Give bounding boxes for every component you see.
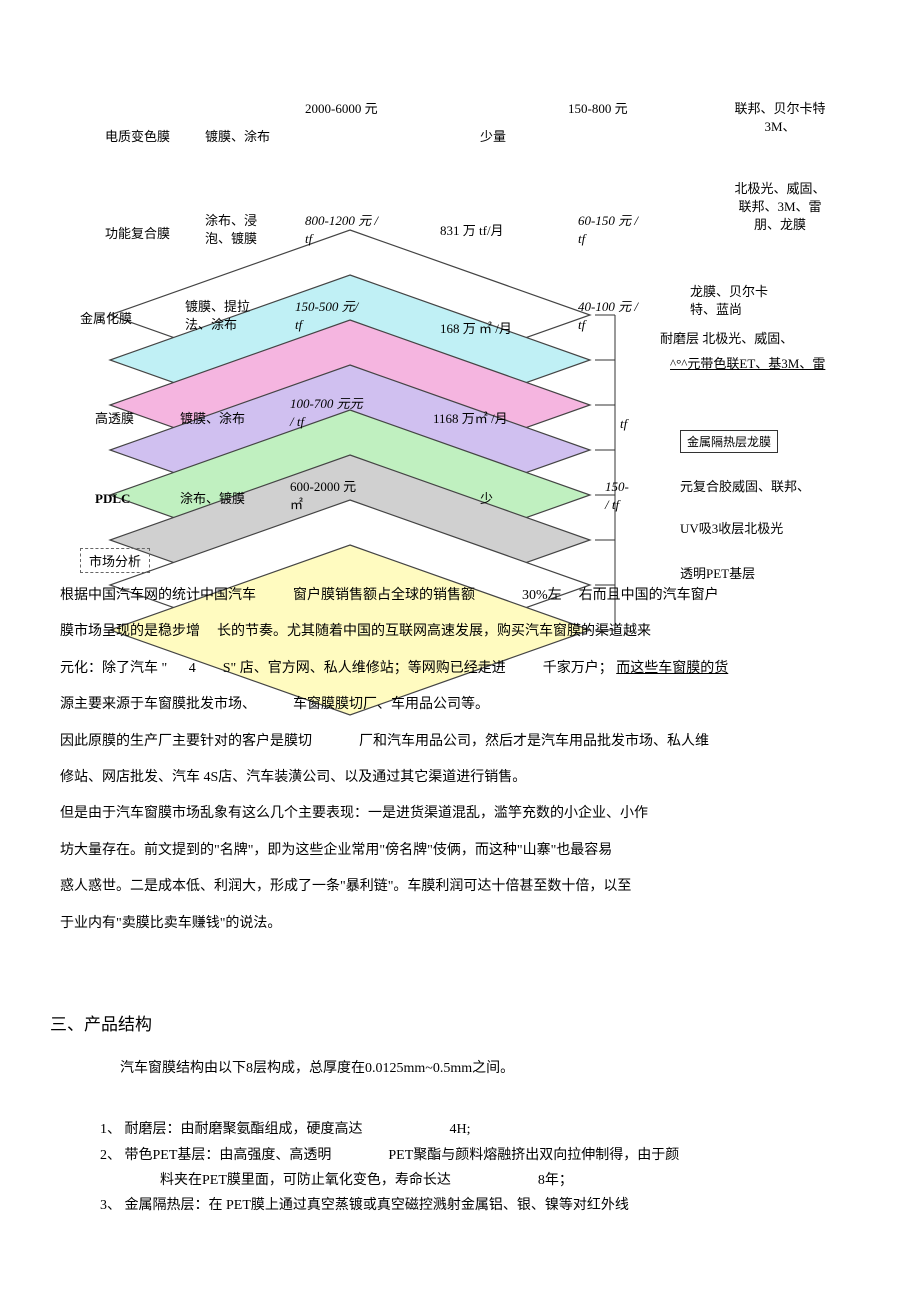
layer-label-1: 耐磨层 北极光、威固、 xyxy=(660,330,793,348)
body-para-1: 根据中国汽车网的统计中国汽车 窗户膜销售额占全球的销售额 30%左 右而且中国的… xyxy=(0,578,920,614)
row4-price2: tf xyxy=(620,415,627,433)
row2-brands: 北极光、威固、 联邦、3M、雷 朋、龙膜 xyxy=(690,180,870,235)
body-para-7: 但是由于汽车窗膜市场乱象有这么几个主要表现：一是进货渠道混乱，滥竽充数的小企业、… xyxy=(0,796,920,832)
body-para-3: 元化：除了汽车 " 4 S" 店、官方网、私人维修站；等网购已经走进 千家万户；… xyxy=(0,651,920,687)
body-p3e: 千家万户； xyxy=(543,661,613,676)
layer-label-4: 元复合胶威固、联邦、 xyxy=(680,478,810,496)
market-analysis-label: 市场分析 xyxy=(80,548,150,573)
row5-volume: 少 xyxy=(480,490,493,508)
row4-price1: 100-700 元元 / tf xyxy=(290,395,363,431)
section3-intro: 汽车窗膜结构由以下8层构成，总厚度在0.0125mm~0.5mm之间。 xyxy=(0,1051,920,1087)
layer-label-3-text: 金属隔热层龙膜 xyxy=(680,430,778,453)
body-para-8: 坊大量存在。前文提到的"名牌"，即为这些企业常用"傍名牌"伎俩，而这种"山寨"也… xyxy=(0,833,920,869)
row3-brands: 龙膜、贝尔卡 特、蓝尚 xyxy=(690,283,870,319)
layer-label-2-text: ^°^元带色联ET、基3M、雷 xyxy=(670,356,825,371)
row5-process: 涂布、镀膜 xyxy=(180,490,245,508)
row3-process: 镀膜、提拉 法、涂布 xyxy=(185,298,250,334)
body-para-6: 修站、网店批发、汽车 4S店、汽车装潢公司、以及通过其它渠道进行销售。 xyxy=(0,760,920,796)
body-p3d: 店、官方网、私人维修站；等网购已经走进 xyxy=(240,661,506,676)
row1-volume: 少量 xyxy=(480,128,506,146)
item3-t1: 金属隔热层：在 PET膜上通过真空蒸镀或真空磁控溅射金属铝、银、镍等对红外线 xyxy=(125,1198,629,1213)
item1-t1: 耐磨层：由耐磨聚氨酯组成，硬度高达 xyxy=(125,1122,363,1137)
row3-price2: 40-100 元 / tf xyxy=(578,298,638,334)
item2-t2: PET聚酯与颜料熔融挤出双向拉伸制得，由于颜 xyxy=(388,1148,679,1163)
layer-label-5: UV吸3收层北极光 xyxy=(680,520,783,538)
row4-name: 高透膜 xyxy=(95,410,134,428)
section3-title: 三、产品结构 xyxy=(0,1010,920,1035)
body-para-10: 于业内有"卖膜比卖车赚钱"的说法。 xyxy=(0,906,920,942)
body-p1d: 右而且中国的汽车窗户 xyxy=(579,588,719,603)
row5-price2: 150- / tf xyxy=(605,478,629,514)
section3-item-2: 2、 带色PET基层：由高强度、高透明 PET聚酯与颜料熔融挤出双向拉伸制得，由… xyxy=(0,1143,920,1168)
row1-brands: 联邦、贝尔卡特 3M、 xyxy=(690,100,870,136)
row1-process: 镀膜、涂布 xyxy=(205,128,270,146)
row3-price1: 150-500 元/ tf xyxy=(295,298,358,334)
item2-num: 2、 xyxy=(100,1148,121,1163)
section3-item-2b: 料夹在PET膜里面，可防止氧化变色，寿命长达 8年； xyxy=(0,1168,920,1193)
row2-price1: 800-1200 元 / tf xyxy=(305,212,378,248)
item2-t3: 料夹在PET膜里面，可防止氧化变色，寿命长达 xyxy=(160,1173,451,1188)
row2-name: 功能复合膜 xyxy=(105,225,170,243)
body-p5b: 厂和汽车用品公司，然后才是汽车用品批发市场、私人维 xyxy=(359,734,709,749)
row3-name: 金属化膜 xyxy=(80,310,132,328)
body-p2a: 膜市场呈现的是稳步增 xyxy=(60,624,200,639)
body-para-4: 源主要来源于车窗膜批发市场、 车窗膜膜切厂、车用品公司等。 xyxy=(0,687,920,723)
section3-item-1: 1、 耐磨层：由耐磨聚氨酯组成，硬度高达 4H; xyxy=(0,1117,920,1142)
layer-label-3-box: 金属隔热层龙膜 xyxy=(680,430,778,453)
body-p4: 源主要来源于车窗膜批发市场、 xyxy=(60,697,256,712)
body-para-9: 惑人惑世。二是成本低、利润大，形成了一条"暴利链"。车膜利润可达十倍甚至数十倍，… xyxy=(0,869,920,905)
item2-t4: 8年； xyxy=(538,1173,573,1188)
body-para-5: 因此原膜的生产厂主要针对的客户是膜切 厂和汽车用品公司，然后才是汽车用品批发市场… xyxy=(0,724,920,760)
body-para-2: 膜市场呈现的是稳步增 长的节奏。尤其随着中国的互联网高速发展，购买汽车窗膜的渠道… xyxy=(0,614,920,650)
body-p3f: 而这些车窗膜的货 xyxy=(616,661,728,676)
section3-item-3: 3、 金属隔热层：在 PET膜上通过真空蒸镀或真空磁控溅射金属铝、银、镍等对红外… xyxy=(0,1193,920,1218)
item3-num: 3、 xyxy=(100,1198,121,1213)
body-p3b: 4 xyxy=(189,661,196,676)
body-p1c: 30%左 xyxy=(522,588,562,603)
row2-process: 涂布、浸 泡、镀膜 xyxy=(205,212,257,248)
row2-volume: 831 万 tf/月 xyxy=(440,222,504,240)
row3-volume: 168 万 ㎡ /月 xyxy=(440,320,512,338)
row4-process: 镀膜、涂布 xyxy=(180,410,245,428)
row1-price1: 2000-6000 元 xyxy=(305,100,378,118)
item2-t1: 带色PET基层：由高强度、高透明 xyxy=(125,1148,332,1163)
row1-name: 电质变色膜 xyxy=(105,128,170,146)
body-p4b: 车窗膜膜切厂、车用品公司等。 xyxy=(293,697,489,712)
body-p3a: 元化：除了汽车 xyxy=(60,661,158,676)
body-p1a: 根据中国汽车网的统计中国汽车 xyxy=(60,588,256,603)
body-p2b: 长的节奏。尤其随着中国的互联网高速发展，购买汽车窗膜的渠道越来 xyxy=(217,624,651,639)
body-p5a: 因此原膜的生产厂主要针对的客户是膜切 xyxy=(60,734,312,749)
row1-price2: 150-800 元 xyxy=(568,100,628,118)
row5-name: PDLC xyxy=(95,490,130,508)
row5-price1: 600-2000 元 ㎡ xyxy=(290,478,356,514)
body-p1b: 窗户膜销售额占全球的销售额 xyxy=(293,588,475,603)
row2-price2: 60-150 元 / tf xyxy=(578,212,638,248)
layer-label-2: ^°^元带色联ET、基3M、雷 xyxy=(670,355,825,373)
item1-t2: 4H; xyxy=(450,1122,471,1137)
row4-volume: 1168 万㎡ /月 xyxy=(433,410,508,428)
item1-num: 1、 xyxy=(100,1122,121,1137)
body-p3c: S xyxy=(223,661,231,676)
